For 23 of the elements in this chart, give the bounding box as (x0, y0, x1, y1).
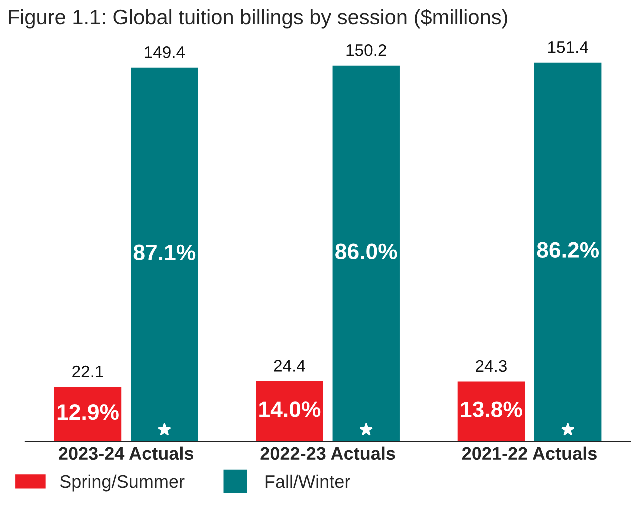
legend-label: Spring/Summer (60, 474, 185, 492)
bar (254, 380, 325, 442)
annotation: 13.8% (461, 402, 522, 418)
chart-title: Figure 1.1: Global tuition billings by session ($millions) (9, 9, 508, 29)
legend-label: Fall/Winter (266, 474, 350, 488)
x-tick-label: 2021-22 Actuals (462, 446, 597, 460)
data-label: 149.4 (145, 46, 186, 58)
data-label: 22.1 (72, 366, 104, 378)
annotation: 87.1% (134, 244, 196, 261)
data-label: 24.4 (274, 360, 306, 372)
annotation: 12.9% (58, 404, 119, 420)
bar (533, 61, 604, 442)
x-tick-label: 2023-24 Actuals (59, 446, 194, 460)
x-tick-label: 2022-23 Actuals (260, 446, 396, 460)
annotation: 86.2% (537, 242, 600, 258)
bar (130, 66, 200, 442)
bar (456, 380, 526, 442)
data-label: 24.3 (476, 360, 507, 372)
data-label: 151.4 (548, 42, 588, 54)
bar (331, 64, 402, 442)
data-label: 150.2 (346, 44, 386, 56)
annotation: 14.0% (260, 402, 321, 418)
annotation: 86.0% (336, 244, 398, 260)
